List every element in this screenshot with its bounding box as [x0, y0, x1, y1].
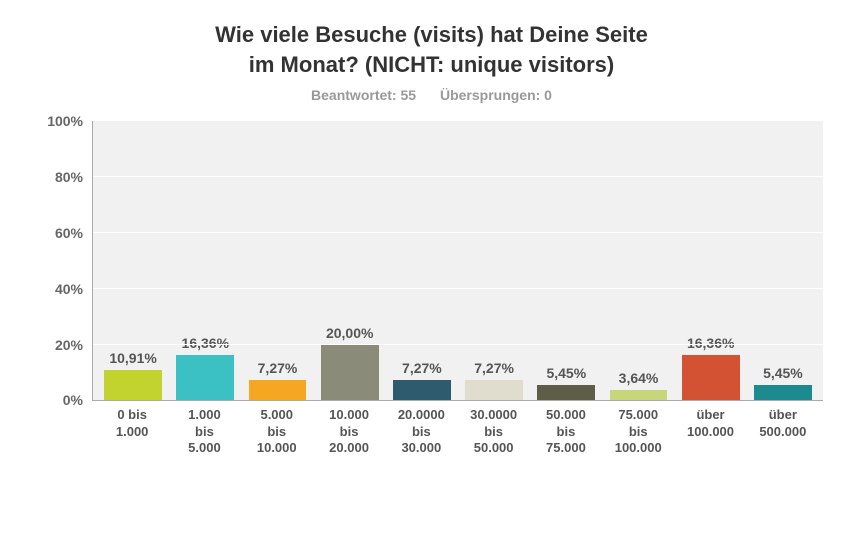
- bar: [176, 355, 234, 401]
- bar-slot: 7,27%: [386, 121, 458, 400]
- x-tick-label: 10.000bis20.000: [313, 407, 385, 456]
- x-tick-label: über100.000: [674, 407, 746, 456]
- y-tick-label: 40%: [55, 281, 93, 297]
- gridline: 60%: [93, 232, 823, 233]
- bar: [537, 385, 595, 400]
- gridline: 80%: [93, 176, 823, 177]
- chart-subtitle: Beantwortet: 55 Übersprungen: 0: [30, 87, 833, 103]
- bar-value-label: 5,45%: [763, 365, 803, 385]
- bar-slot: 3,64%: [602, 121, 674, 400]
- y-tick-label: 100%: [47, 113, 93, 129]
- chart-grid: 10,91% 16,36% 7,27% 20,00% 7,27% 7,27% 5,45% 3,…: [92, 121, 823, 401]
- y-tick-label: 80%: [55, 169, 93, 185]
- gridline: 100%: [93, 120, 823, 121]
- title-line1: Wie viele Besuche (visits) hat Deine Sei…: [215, 22, 648, 47]
- plot-area: 10,91% 16,36% 7,27% 20,00% 7,27% 7,27% 5,45% 3,…: [92, 121, 823, 456]
- y-tick-label: 60%: [55, 225, 93, 241]
- bar: [682, 355, 740, 401]
- x-axis-labels: 0 bis1.0001.000bis5.0005.000bis10.00010.…: [92, 407, 823, 456]
- title-line2: im Monat? (NICHT: unique visitors): [249, 52, 614, 77]
- bar-slot: 5,45%: [747, 121, 819, 400]
- subtitle-skipped: Übersprungen: 0: [440, 87, 552, 103]
- bar-slot: 16,36%: [675, 121, 747, 400]
- x-tick-label: über500.000: [747, 407, 819, 456]
- chart-container: Wie viele Besuche (visits) hat Deine Sei…: [0, 0, 863, 535]
- subtitle-answered: Beantwortet: 55: [311, 87, 416, 103]
- x-tick-label: 1.000bis5.000: [168, 407, 240, 456]
- bar-value-label: 20,00%: [326, 325, 373, 345]
- bar-value-label: 3,64%: [619, 370, 659, 390]
- gridline: 40%: [93, 288, 823, 289]
- bar-value-label: 16,36%: [182, 335, 229, 355]
- bar: [754, 385, 812, 400]
- bar-value-label: 5,45%: [546, 365, 586, 385]
- bar-slot: 5,45%: [530, 121, 602, 400]
- chart-title: Wie viele Besuche (visits) hat Deine Sei…: [30, 20, 833, 79]
- bars-group: 10,91% 16,36% 7,27% 20,00% 7,27% 7,27% 5,45% 3,…: [93, 121, 823, 400]
- bar: [104, 370, 162, 400]
- bar-slot: 16,36%: [169, 121, 241, 400]
- bar-slot: 7,27%: [458, 121, 530, 400]
- bar: [321, 345, 379, 401]
- bar-value-label: 7,27%: [474, 360, 514, 380]
- bar-slot: 20,00%: [314, 121, 386, 400]
- bar-value-label: 7,27%: [402, 360, 442, 380]
- bar: [393, 380, 451, 400]
- bar-slot: 10,91%: [97, 121, 169, 400]
- x-tick-label: 30.0000bis50.000: [457, 407, 529, 456]
- y-tick-label: 20%: [55, 337, 93, 353]
- gridline: 0%: [93, 399, 823, 400]
- x-tick-label: 50.000bis75.000: [530, 407, 602, 456]
- bar: [465, 380, 523, 400]
- x-tick-label: 0 bis1.000: [96, 407, 168, 456]
- x-tick-label: 20.0000bis30.000: [385, 407, 457, 456]
- x-tick-label: 5.000bis10.000: [241, 407, 313, 456]
- bar-slot: 7,27%: [241, 121, 313, 400]
- gridline: 20%: [93, 344, 823, 345]
- bar: [249, 380, 307, 400]
- bar-value-label: 7,27%: [258, 360, 298, 380]
- bar-value-label: 10,91%: [109, 350, 156, 370]
- bar-value-label: 16,36%: [687, 335, 734, 355]
- y-tick-label: 0%: [63, 392, 93, 408]
- x-tick-label: 75.000bis100.000: [602, 407, 674, 456]
